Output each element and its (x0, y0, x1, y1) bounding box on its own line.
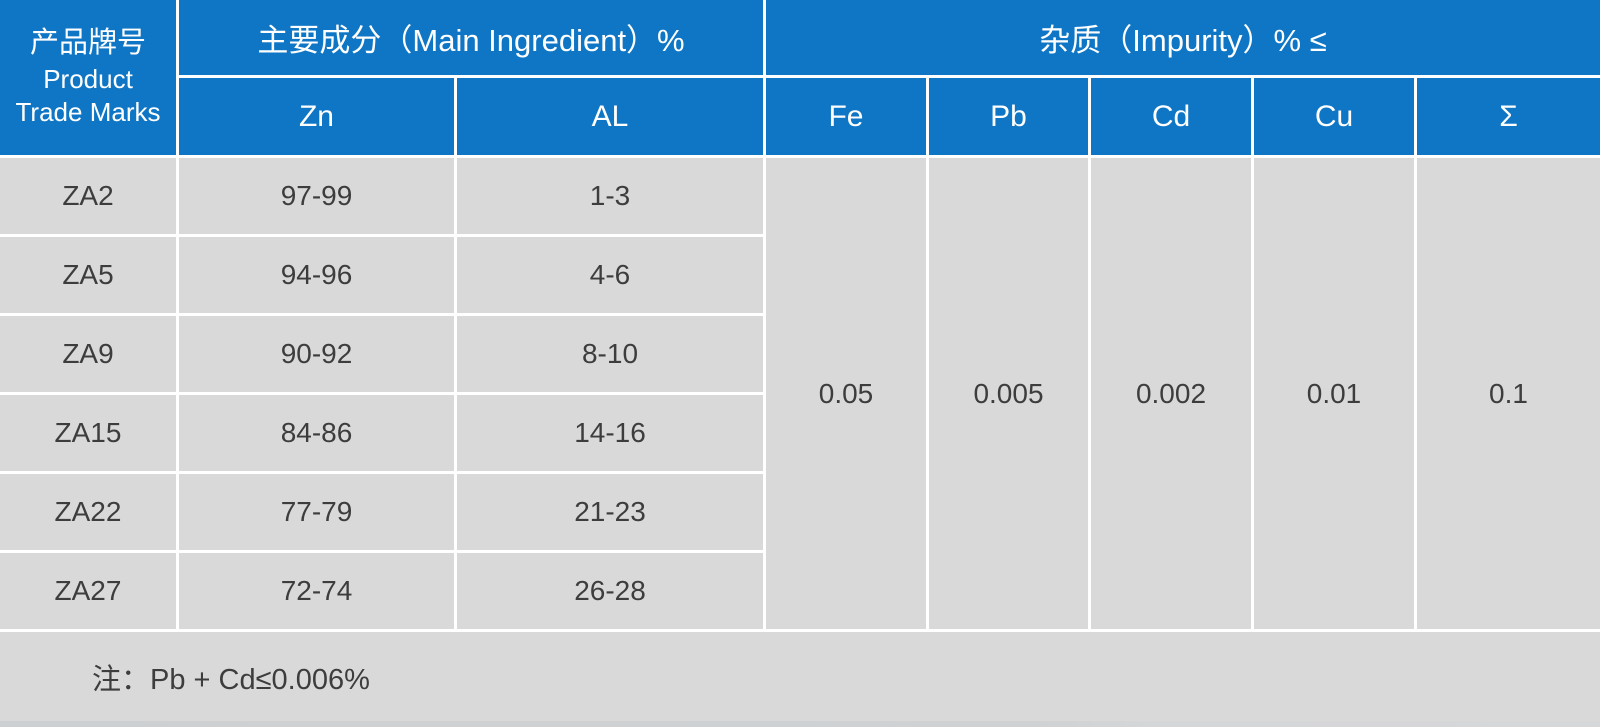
col-header-product-trade-marks: 产品牌号 Product Trade Marks (0, 0, 176, 155)
impurity-value-cell-sigma: 0.1 (1417, 158, 1600, 629)
col-header-fe: Fe (766, 78, 926, 155)
footnote: 注：Pb + Cd≤0.006% (0, 632, 1600, 721)
product-header-en-line2: Trade Marks (15, 97, 161, 128)
col-header-cu: Cu (1254, 78, 1414, 155)
zn-value-cell: 97-99 (179, 158, 454, 234)
col-header-zn: Zn (179, 78, 454, 155)
col-header-pb: Pb (929, 78, 1088, 155)
trade-mark-cell: ZA9 (0, 316, 176, 392)
col-header-al: AL (457, 78, 763, 155)
trade-mark-cell: ZA27 (0, 553, 176, 629)
zn-value-cell: 77-79 (179, 474, 454, 550)
col-header-sigma: Σ (1417, 78, 1600, 155)
trade-mark-cell: ZA5 (0, 237, 176, 313)
trade-mark-cell: ZA2 (0, 158, 176, 234)
trade-mark-cell: ZA15 (0, 395, 176, 471)
impurity-value-cell-pb: 0.005 (929, 158, 1088, 629)
trade-mark-cell: ZA22 (0, 474, 176, 550)
zn-value-cell: 84-86 (179, 395, 454, 471)
al-value-cell: 1-3 (457, 158, 763, 234)
product-header-zh: 产品牌号 (29, 26, 146, 59)
impurity-value-cell-fe: 0.05 (766, 158, 926, 629)
impurity-value-cell-cu: 0.01 (1254, 158, 1414, 629)
col-header-cd: Cd (1091, 78, 1251, 155)
al-value-cell: 14-16 (457, 395, 763, 471)
al-value-cell: 26-28 (457, 553, 763, 629)
zn-value-cell: 94-96 (179, 237, 454, 313)
al-value-cell: 4-6 (457, 237, 763, 313)
al-value-cell: 21-23 (457, 474, 763, 550)
product-header-en-line1: Product (43, 63, 133, 94)
bottom-edge-strip (0, 721, 1600, 727)
group-header-main-ingredient: 主要成分（Main Ingredient）% (179, 0, 763, 75)
group-header-impurity: 杂质（Impurity）% ≤ (766, 0, 1600, 75)
impurity-value-cell-cd: 0.002 (1091, 158, 1251, 629)
zn-value-cell: 90-92 (179, 316, 454, 392)
al-value-cell: 8-10 (457, 316, 763, 392)
zn-value-cell: 72-74 (179, 553, 454, 629)
